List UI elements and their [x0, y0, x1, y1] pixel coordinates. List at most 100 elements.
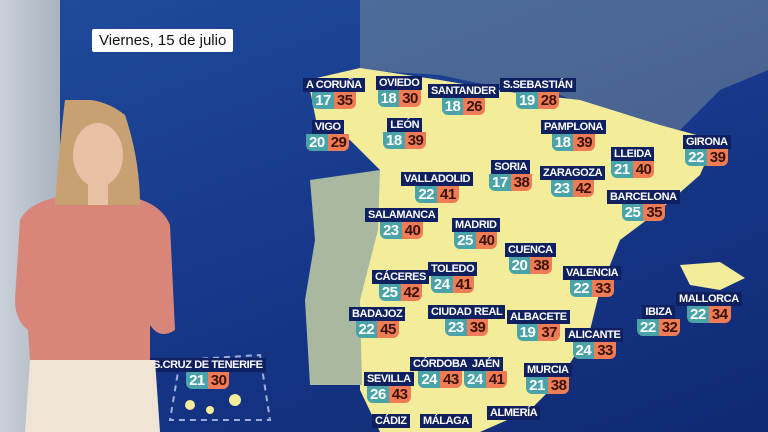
- city-forecast: MÁLAGA: [420, 414, 472, 428]
- city-name: ALMERÍA: [487, 406, 541, 420]
- max-temp: 32: [658, 319, 681, 336]
- min-temp: 20: [508, 257, 531, 274]
- temperature-pair: 21 30: [186, 372, 230, 389]
- min-temp: 18: [441, 98, 464, 115]
- city-name: CÓRDOBA: [410, 357, 471, 371]
- date-label: Viernes, 15 de julio: [92, 29, 234, 52]
- max-temp: 40: [475, 232, 498, 249]
- max-temp: 42: [572, 180, 595, 197]
- temperature-pair: 24 33: [572, 342, 616, 359]
- city-forecast: ALICANTE 24 33: [565, 328, 624, 359]
- presenter: [15, 100, 175, 432]
- max-temp: 38: [530, 257, 553, 274]
- temperature-pair: 24 43: [418, 371, 462, 388]
- max-temp: 45: [377, 321, 399, 338]
- max-temp: 43: [388, 386, 411, 403]
- min-temp: 26: [367, 386, 389, 403]
- temperature-pair: 24 41: [464, 371, 508, 388]
- max-temp: 41: [437, 186, 459, 203]
- min-temp: 22: [685, 149, 707, 166]
- min-temp: 19: [516, 324, 539, 341]
- city-forecast: PAMPLONA 18 39: [541, 120, 606, 151]
- temperature-pair: 18 30: [377, 90, 421, 107]
- city-name: SANTANDER: [428, 84, 499, 98]
- city-forecast: BADAJOZ 22 45: [349, 307, 406, 338]
- max-temp: 35: [643, 204, 666, 221]
- city-name: PAMPLONA: [541, 120, 606, 134]
- city-name: CÁDIZ: [372, 414, 410, 428]
- min-temp: 22: [415, 186, 438, 203]
- city-forecast: VALENCIA 22 33: [563, 266, 622, 297]
- max-temp: 35: [333, 92, 356, 109]
- temperature-pair: 18 26: [441, 98, 485, 115]
- min-temp: 21: [526, 377, 548, 394]
- city-name: MURCIA: [524, 363, 572, 377]
- min-temp: 22: [355, 321, 378, 338]
- city-forecast: CÁCERES 25 42: [372, 270, 429, 301]
- city-name: ALICANTE: [565, 328, 624, 342]
- min-temp: 20: [306, 134, 328, 151]
- city-forecast: MURCIA 21 38: [524, 363, 572, 394]
- city-forecast: S.CRUZ DE TENERIFE 21 30: [150, 358, 266, 389]
- max-temp: 38: [547, 377, 570, 394]
- temperature-pair: 23 42: [550, 180, 595, 197]
- min-temp: 19: [516, 92, 538, 109]
- max-temp: 39: [573, 134, 596, 151]
- min-temp: 17: [489, 174, 511, 191]
- max-temp: 30: [207, 372, 230, 389]
- temperature-pair: 21 40: [611, 161, 655, 178]
- temperature-pair: 18 39: [383, 132, 427, 149]
- city-name: MALLORCA: [676, 292, 742, 306]
- temperature-pair: 21 38: [526, 377, 570, 394]
- min-temp: 18: [383, 132, 405, 149]
- city-name: VALLADOLID: [401, 172, 474, 186]
- city-name: A CORUÑA: [303, 78, 365, 92]
- temperature-pair: 24 41: [430, 276, 475, 293]
- temperature-pair: 17 35: [312, 92, 356, 109]
- city-forecast: ALBACETE 19 37: [507, 310, 570, 341]
- city-name: MÁLAGA: [420, 414, 472, 428]
- max-temp: 41: [485, 371, 508, 388]
- max-temp: 39: [706, 149, 729, 166]
- temperature-pair: 23 40: [379, 222, 424, 239]
- city-name: SALAMANCA: [365, 208, 439, 222]
- city-name: SORIA: [491, 160, 531, 174]
- max-temp: 33: [594, 342, 616, 359]
- city-name: IBIZA: [642, 305, 676, 319]
- max-temp: 39: [404, 132, 427, 149]
- city-forecast: CÁDIZ: [372, 414, 410, 428]
- city-name: S.SEBASTIÁN: [500, 78, 576, 92]
- city-forecast: MADRID 25 40: [452, 218, 500, 249]
- min-temp: 24: [464, 371, 486, 388]
- city-name: BARCELONA: [607, 190, 680, 204]
- temperature-pair: 26 43: [367, 386, 411, 403]
- min-temp: 18: [377, 90, 400, 107]
- min-temp: 17: [312, 92, 334, 109]
- max-temp: 28: [537, 92, 560, 109]
- temperature-pair: 22 45: [355, 321, 399, 338]
- max-temp: 33: [592, 280, 614, 297]
- city-name: LEÓN: [387, 118, 423, 132]
- min-temp: 21: [186, 372, 208, 389]
- city-name: SEVILLA: [364, 372, 414, 386]
- city-forecast: SEVILLA 26 43: [364, 372, 414, 403]
- city-forecast: CUENCA 20 38: [505, 243, 556, 274]
- max-temp: 41: [452, 276, 475, 293]
- temperature-pair: 18 39: [551, 134, 596, 151]
- min-temp: 25: [378, 284, 401, 301]
- city-name: MADRID: [452, 218, 500, 232]
- city-forecast: OVIEDO 18 30: [376, 76, 423, 107]
- city-forecast: S.SEBASTIÁN 19 28: [500, 78, 576, 109]
- city-name: CÁCERES: [372, 270, 429, 284]
- temperature-pair: 20 38: [508, 257, 553, 274]
- temperature-pair: 22 32: [637, 319, 681, 336]
- temperature-pair: 25 35: [621, 204, 666, 221]
- temperature-pair: 17 38: [489, 174, 533, 191]
- min-temp: 22: [687, 306, 709, 323]
- city-forecast: IBIZA 22 32: [637, 305, 681, 336]
- city-name: VALENCIA: [563, 266, 622, 280]
- min-temp: 23: [445, 319, 467, 336]
- city-forecast: CIUDAD REAL 23 39: [428, 305, 506, 336]
- city-name: ZARAGOZA: [540, 166, 606, 180]
- max-temp: 29: [327, 134, 350, 151]
